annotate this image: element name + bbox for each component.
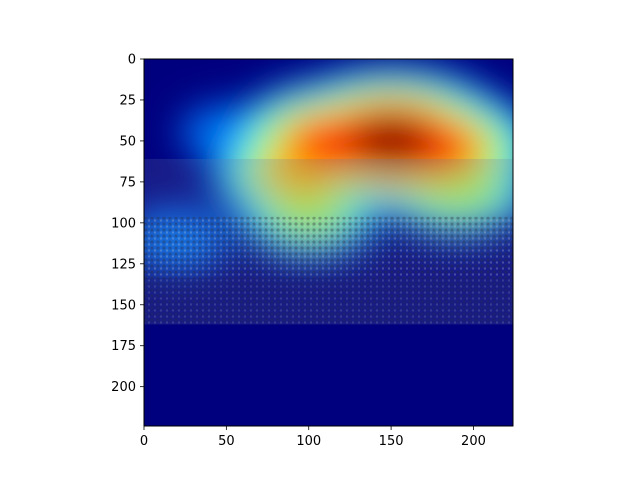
photo-band-floor	[144, 278, 513, 325]
x-tick-label: 50	[218, 434, 235, 449]
y-tick-label: 25	[119, 93, 136, 108]
y-tick-label: 150	[111, 298, 136, 313]
photo-overlay	[144, 158, 513, 325]
photo-band-crowd	[144, 216, 513, 325]
y-tick-label: 0	[128, 53, 136, 68]
x-tick-label: 200	[461, 434, 486, 449]
y-tick-label: 75	[119, 175, 136, 190]
y-tick-label: 100	[111, 216, 136, 231]
heat-blob	[350, 116, 432, 166]
plot-area	[144, 59, 513, 426]
y-axis: 0 25 50 75 100 125 150 175 200	[111, 53, 144, 395]
x-tick-label: 150	[379, 434, 404, 449]
axes-frame	[143, 58, 514, 427]
x-tick-label: 0	[140, 434, 148, 449]
y-tick-label: 125	[111, 257, 136, 272]
y-tick-label: 175	[111, 339, 136, 354]
y-tick-label: 200	[111, 380, 136, 395]
x-tick-label: 100	[296, 434, 321, 449]
x-axis: 0 50 100 150 200	[140, 426, 486, 449]
y-tick-label: 50	[119, 134, 136, 149]
